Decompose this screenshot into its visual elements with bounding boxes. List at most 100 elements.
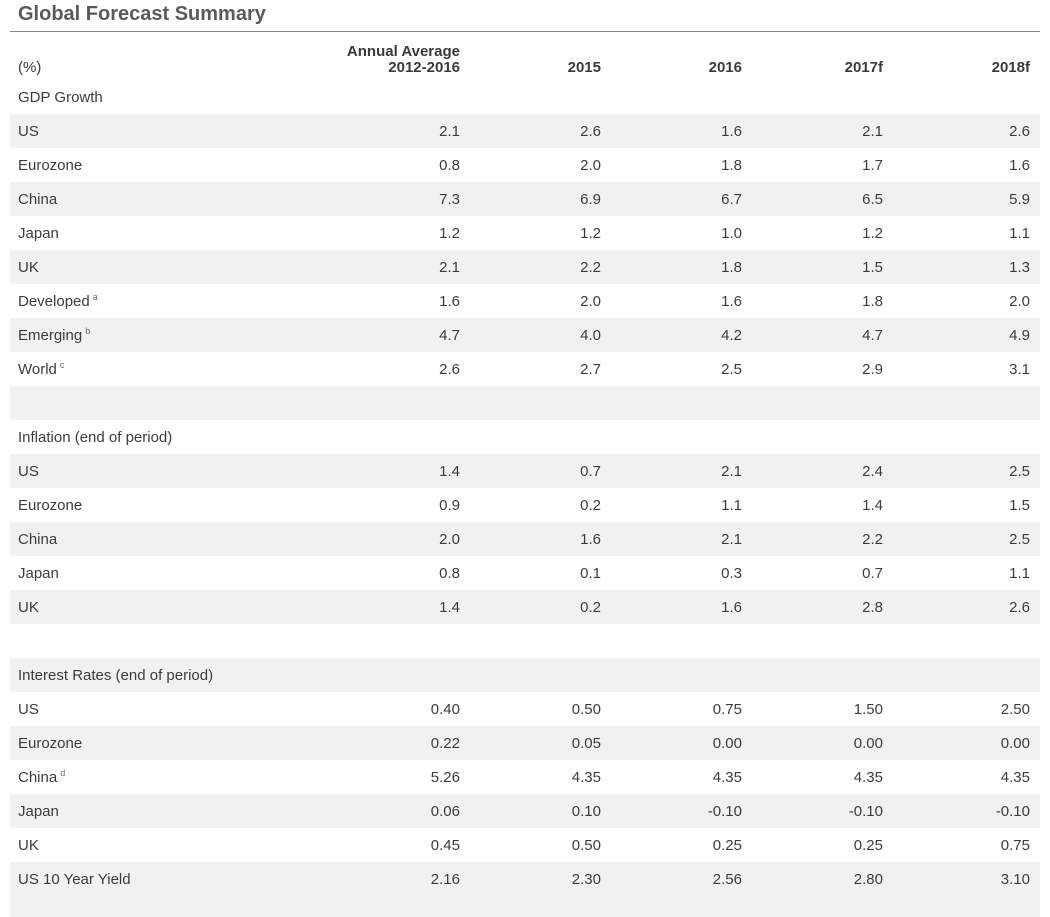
section-header-row: Inflation (end of period) (10, 420, 1040, 454)
row-label-cell: Japan (10, 216, 238, 250)
value-cell: 1.8 (721, 156, 742, 174)
value-cell: 2.30 (470, 862, 611, 896)
value-cell: 1.4 (862, 496, 883, 514)
value-cell: 1.6 (611, 114, 752, 148)
value-cell: 2.6 (893, 590, 1040, 624)
year-header: 2017f (844, 59, 883, 76)
value-cell: 2.6 (893, 114, 1040, 148)
value-cell: 0.2 (470, 590, 611, 624)
annual-average-header-line1: Annual Average (346, 43, 460, 60)
value-cell: 2.0 (580, 156, 601, 174)
value-cell: 0.00 (893, 726, 1040, 760)
row-label: US (18, 122, 39, 140)
value-cell: 0.1 (580, 564, 601, 582)
value-cell: 2.0 (1009, 292, 1030, 310)
footnote-marker: b (85, 325, 91, 336)
row-label: UK (18, 836, 39, 854)
value-cell: 1.2 (580, 224, 601, 242)
value-cell: 2.5 (721, 360, 742, 378)
row-label: UK (18, 258, 39, 276)
value-cell: -0.10 (893, 794, 1040, 828)
value-cell: 1.2 (439, 224, 460, 242)
footnote-marker: a (92, 291, 98, 302)
value-cell: 0.05 (470, 726, 611, 760)
spacer-row (10, 624, 1040, 658)
spacer-cell (10, 624, 1040, 658)
value-cell: 2.0 (238, 522, 470, 556)
value-cell: 1.1 (721, 496, 742, 514)
value-cell: 1.5 (1009, 496, 1030, 514)
table-row: US 1.4 0.7 2.1 2.4 2.5 (10, 454, 1040, 488)
value-cell: 1.1 (1009, 564, 1030, 582)
row-label-cell: China d (10, 760, 238, 794)
value-cell: 4.35 (1000, 768, 1030, 786)
row-label: China (18, 190, 58, 208)
forecast-page: Global Forecast Summary (%) Annual Avera… (10, 0, 1040, 917)
table-row: China 2.0 1.6 2.1 2.2 2.5 (10, 522, 1040, 556)
row-label-cell: US (10, 114, 238, 148)
table-row: Emerging b 4.7 4.0 4.2 4.7 4.9 (10, 318, 1040, 352)
value-cell: 2.0 (580, 292, 601, 310)
table-row: Eurozone 0.22 0.05 0.00 0.00 0.00 (10, 726, 1040, 760)
section-header-row: Interest Rates (end of period) (10, 658, 1040, 692)
value-cell: 1.6 (721, 292, 742, 310)
value-cell: 2.16 (238, 862, 470, 896)
table-row: Japan 0.8 0.1 0.3 0.7 1.1 (10, 556, 1040, 590)
value-cell: 4.0 (470, 318, 611, 352)
value-cell: 2.6 (439, 360, 460, 378)
row-label-cell: Developed a (10, 284, 238, 318)
row-label: China (18, 768, 58, 786)
value-cell: 2.1 (238, 250, 470, 284)
value-cell: 4.9 (893, 318, 1040, 352)
table-bottom-strip (10, 896, 1040, 917)
value-cell: 5.9 (893, 182, 1040, 216)
section-title: Interest Rates (end of period) (10, 658, 1040, 692)
row-label: UK (18, 598, 39, 616)
value-cell: 1.6 (470, 522, 611, 556)
row-label: Emerging (18, 326, 83, 344)
footnote-marker: c (59, 359, 65, 370)
value-cell: 2.56 (611, 862, 752, 896)
row-label: US (18, 700, 39, 718)
value-cell: 2.1 (238, 114, 470, 148)
value-cell: 4.35 (571, 768, 601, 786)
value-cell: 0.06 (238, 794, 470, 828)
value-cell: 3.1 (1009, 360, 1030, 378)
value-cell: -0.10 (752, 794, 893, 828)
value-cell: 2.6 (470, 114, 611, 148)
spacer-row (10, 386, 1040, 420)
value-cell: 1.1 (1009, 224, 1030, 242)
year-header: 2018f (991, 59, 1030, 76)
table-row: Eurozone 0.9 0.2 1.1 1.4 1.5 (10, 488, 1040, 522)
annual-average-header: Annual Average 2012-2016 (238, 32, 470, 80)
table-row: US 0.40 0.50 0.75 1.50 2.50 (10, 692, 1040, 726)
value-cell: 0.45 (430, 836, 460, 854)
row-label-cell: UK (10, 250, 238, 284)
table-row: US 10 Year Yield 2.16 2.30 2.56 2.80 3.10 (10, 862, 1040, 896)
value-cell: 1.3 (893, 250, 1040, 284)
row-label: China (18, 530, 58, 548)
value-cell: 1.6 (1009, 156, 1030, 174)
row-label-cell: Japan (10, 794, 238, 828)
unit-header: (%) (18, 59, 42, 76)
row-label: US 10 Year Yield (18, 870, 131, 888)
table-row: Japan 0.06 0.10 -0.10 -0.10 -0.10 (10, 794, 1040, 828)
value-cell: 0.3 (721, 564, 742, 582)
value-cell: 2.7 (580, 360, 601, 378)
row-label-cell: Japan (10, 556, 238, 590)
value-cell: 0.50 (571, 836, 601, 854)
row-label-cell: Eurozone (10, 148, 238, 182)
table-row: UK 0.45 0.50 0.25 0.25 0.75 (10, 828, 1040, 862)
row-label-cell: Emerging b (10, 318, 238, 352)
value-cell: 2.50 (1000, 700, 1030, 718)
value-cell: 3.10 (893, 862, 1040, 896)
year-header: 2016 (708, 59, 742, 76)
value-cell: 2.4 (752, 454, 893, 488)
value-cell: 4.35 (853, 768, 883, 786)
value-cell: 6.7 (611, 182, 752, 216)
value-cell: 4.2 (611, 318, 752, 352)
table-row: US 2.1 2.6 1.6 2.1 2.6 (10, 114, 1040, 148)
table-row: Developed a 1.6 2.0 1.6 1.8 2.0 (10, 284, 1040, 318)
value-cell: 1.4 (238, 454, 470, 488)
value-cell: 6.5 (752, 182, 893, 216)
